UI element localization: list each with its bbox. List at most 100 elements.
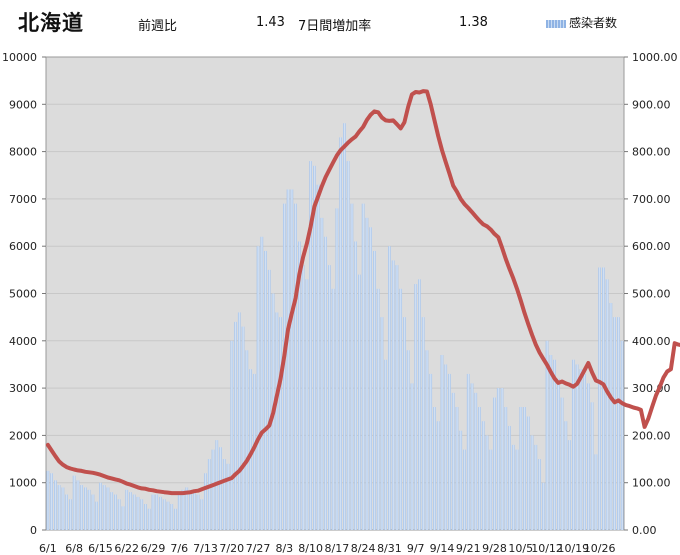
case-bar bbox=[132, 494, 136, 530]
y-left-tick-label: 4000 bbox=[9, 335, 37, 348]
x-tick-label: 8/10 bbox=[298, 542, 323, 555]
case-bar bbox=[373, 250, 376, 530]
seven-day-increase-value: 1.38 bbox=[459, 15, 488, 30]
x-tick-label: 6/1 bbox=[39, 542, 57, 555]
case-bar bbox=[455, 407, 459, 530]
case-bar bbox=[485, 435, 489, 530]
case-bar bbox=[174, 508, 177, 530]
case-bar bbox=[474, 392, 478, 530]
case-bar bbox=[339, 137, 342, 530]
case-bar bbox=[69, 499, 72, 530]
case-bar bbox=[140, 499, 144, 530]
case-bar bbox=[541, 482, 545, 530]
case-bar bbox=[54, 480, 57, 530]
y-right-tick-label: 1000.00 bbox=[632, 51, 678, 64]
case-bar bbox=[275, 312, 279, 530]
y-right-tick-label: 0.00 bbox=[632, 524, 657, 537]
case-bar bbox=[470, 383, 474, 530]
case-bar bbox=[538, 459, 541, 530]
case-bar bbox=[590, 402, 594, 530]
y-left-tick-label: 2000 bbox=[9, 429, 37, 442]
case-bar bbox=[425, 350, 429, 530]
x-tick-label: 8/17 bbox=[325, 542, 350, 555]
case-bar bbox=[267, 269, 271, 530]
case-bar bbox=[617, 317, 620, 530]
y-left-tick-label: 3000 bbox=[9, 382, 37, 395]
case-bar bbox=[388, 246, 391, 530]
chart-title: 北海道 bbox=[18, 11, 84, 35]
case-bar bbox=[418, 279, 421, 530]
x-tick-label: 9/7 bbox=[407, 542, 425, 555]
case-bar bbox=[350, 203, 354, 530]
case-bar bbox=[99, 482, 102, 530]
case-bar bbox=[114, 494, 117, 530]
case-bar bbox=[384, 359, 388, 530]
case-bar bbox=[260, 236, 264, 531]
case-bar bbox=[177, 492, 181, 530]
case-bar bbox=[365, 217, 369, 530]
case-bar bbox=[403, 317, 406, 530]
case-bar bbox=[76, 480, 80, 530]
x-tick-label: 6/29 bbox=[141, 542, 166, 555]
case-bar bbox=[264, 250, 267, 530]
case-bar bbox=[230, 340, 234, 530]
x-tick-label: 10/12 bbox=[531, 542, 563, 555]
y-right-tick-label: 200.00 bbox=[632, 429, 671, 442]
case-bar bbox=[511, 444, 515, 530]
case-bar bbox=[343, 123, 346, 530]
case-bar bbox=[440, 354, 444, 530]
case-bar bbox=[481, 421, 485, 530]
y-right-tick-label: 800.00 bbox=[632, 146, 671, 159]
case-bar bbox=[571, 359, 575, 530]
y-left-tick-label: 6000 bbox=[9, 240, 37, 253]
increase-rate-line bbox=[45, 89, 680, 496]
case-bar bbox=[316, 184, 320, 530]
case-bar bbox=[189, 489, 192, 530]
x-tick-label: 9/28 bbox=[482, 542, 507, 555]
case-bar bbox=[237, 312, 241, 530]
case-bar bbox=[241, 326, 245, 530]
case-bar bbox=[144, 503, 147, 530]
case-bar bbox=[489, 449, 493, 530]
case-bar bbox=[204, 473, 207, 530]
case-bar bbox=[57, 485, 61, 530]
case-bar bbox=[519, 407, 523, 530]
case-bar bbox=[451, 392, 455, 530]
case-bar bbox=[395, 265, 399, 530]
case-bar bbox=[61, 487, 65, 530]
x-tick-label: 10/19 bbox=[557, 542, 589, 555]
case-bar bbox=[245, 350, 249, 530]
case-bar bbox=[125, 489, 129, 530]
y-right-tick-label: 700.00 bbox=[632, 193, 671, 206]
case-bar bbox=[84, 487, 87, 530]
case-bar bbox=[564, 421, 568, 530]
y-right-tick-label: 300.00 bbox=[632, 382, 671, 395]
case-bar bbox=[496, 388, 500, 530]
case-bar bbox=[436, 421, 440, 530]
case-bar bbox=[556, 378, 560, 530]
case-bar bbox=[376, 288, 380, 530]
case-bar bbox=[414, 284, 418, 530]
case-bar bbox=[594, 454, 598, 530]
case-bar bbox=[219, 447, 222, 530]
case-bar bbox=[534, 444, 538, 530]
case-bar bbox=[463, 449, 466, 530]
seven-day-increase-label: 7日間増加率 bbox=[298, 19, 372, 34]
case-bar bbox=[102, 485, 106, 530]
y-left-tick-label: 10000 bbox=[2, 51, 37, 64]
case-bar bbox=[297, 241, 301, 530]
case-bar bbox=[354, 241, 357, 530]
case-bar bbox=[290, 189, 294, 530]
case-bar bbox=[598, 267, 601, 530]
case-bar bbox=[192, 492, 196, 530]
x-tick-label: 10/5 bbox=[508, 542, 533, 555]
y-right-tick-label: 400.00 bbox=[632, 335, 671, 348]
case-bar bbox=[605, 279, 609, 530]
case-bar bbox=[523, 407, 526, 530]
week-over-week-label: 前週比 bbox=[138, 19, 178, 34]
case-bar bbox=[313, 165, 316, 531]
case-bar bbox=[65, 494, 68, 530]
x-tick-label: 7/20 bbox=[219, 542, 244, 555]
case-bar bbox=[406, 350, 410, 530]
x-tick-label: 8/31 bbox=[377, 542, 402, 555]
